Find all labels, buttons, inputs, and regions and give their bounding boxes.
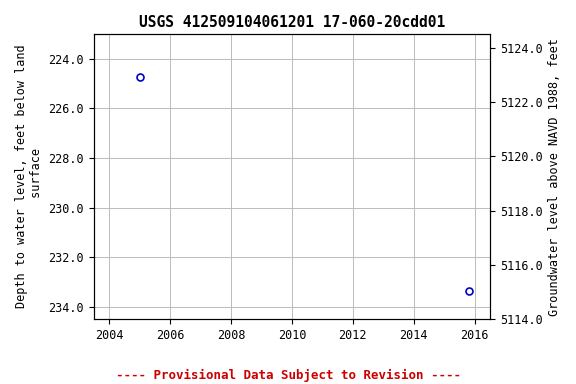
Text: ---- Provisional Data Subject to Revision ----: ---- Provisional Data Subject to Revisio…	[116, 369, 460, 382]
Title: USGS 412509104061201 17-060-20cdd01: USGS 412509104061201 17-060-20cdd01	[139, 15, 445, 30]
Y-axis label: Depth to water level, feet below land
 surface: Depth to water level, feet below land su…	[15, 45, 43, 308]
Y-axis label: Groundwater level above NAVD 1988, feet: Groundwater level above NAVD 1988, feet	[548, 38, 561, 316]
